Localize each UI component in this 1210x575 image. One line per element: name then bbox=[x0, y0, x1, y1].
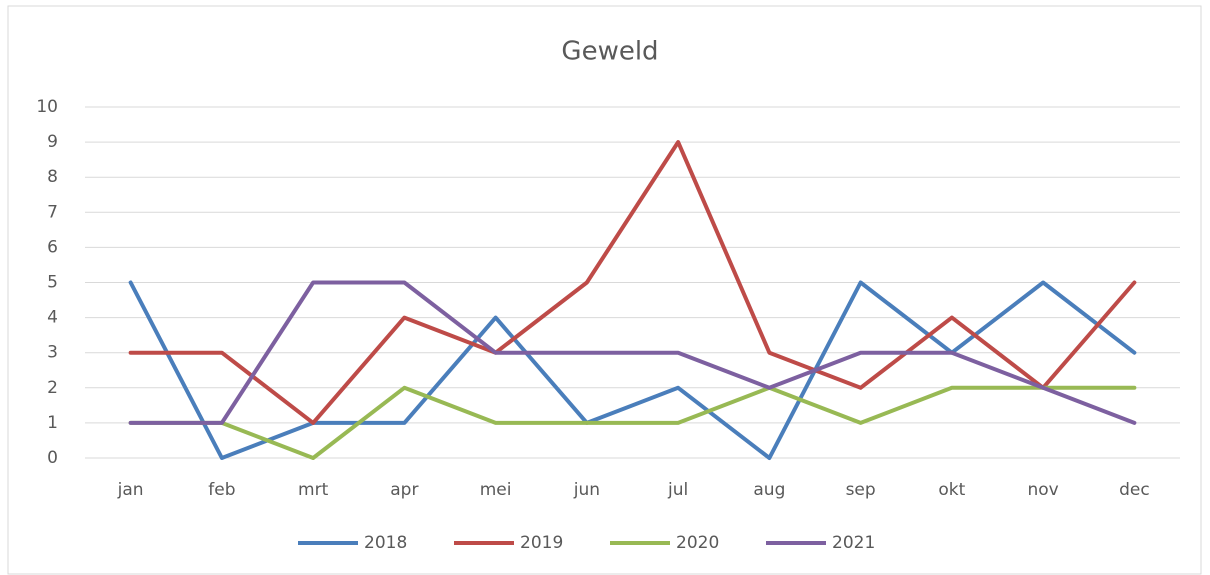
y-tick-label: 5 bbox=[47, 273, 58, 293]
x-tick-label: mei bbox=[480, 480, 512, 500]
chart-frame bbox=[7, 5, 1202, 575]
x-tick-label: jan bbox=[117, 480, 144, 500]
y-tick-label: 7 bbox=[47, 202, 58, 222]
y-tick-label: 3 bbox=[47, 343, 58, 363]
x-tick-label: jul bbox=[667, 480, 688, 500]
y-tick-label: 4 bbox=[47, 308, 58, 328]
x-tick-label: sep bbox=[846, 480, 876, 500]
y-tick-label: 6 bbox=[47, 237, 58, 257]
legend-label: 2020 bbox=[676, 533, 719, 553]
series-line bbox=[128, 140, 1137, 425]
y-tick-label: 2 bbox=[47, 378, 58, 398]
y-tick-label: 8 bbox=[47, 167, 58, 187]
y-tick-label: 0 bbox=[47, 448, 58, 468]
y-tick-label: 9 bbox=[47, 132, 58, 152]
x-tick-label: apr bbox=[390, 480, 418, 500]
x-tick-label: okt bbox=[938, 480, 965, 500]
x-tick-label: aug bbox=[753, 480, 785, 500]
series-line bbox=[128, 385, 1137, 460]
legend-label: 2019 bbox=[520, 533, 563, 553]
series-line bbox=[128, 280, 1137, 460]
x-tick-label: feb bbox=[208, 480, 235, 500]
y-tick-label: 1 bbox=[47, 413, 58, 433]
x-tick-label: jun bbox=[573, 480, 600, 500]
legend-label: 2021 bbox=[832, 533, 875, 553]
x-tick-label: nov bbox=[1028, 480, 1059, 500]
legend-label: 2018 bbox=[364, 533, 407, 553]
chart-title: Geweld bbox=[561, 37, 658, 67]
series-line bbox=[128, 280, 1137, 425]
x-tick-label: dec bbox=[1119, 480, 1150, 500]
x-tick-label: mrt bbox=[298, 480, 329, 500]
y-tick-label: 10 bbox=[36, 97, 58, 117]
